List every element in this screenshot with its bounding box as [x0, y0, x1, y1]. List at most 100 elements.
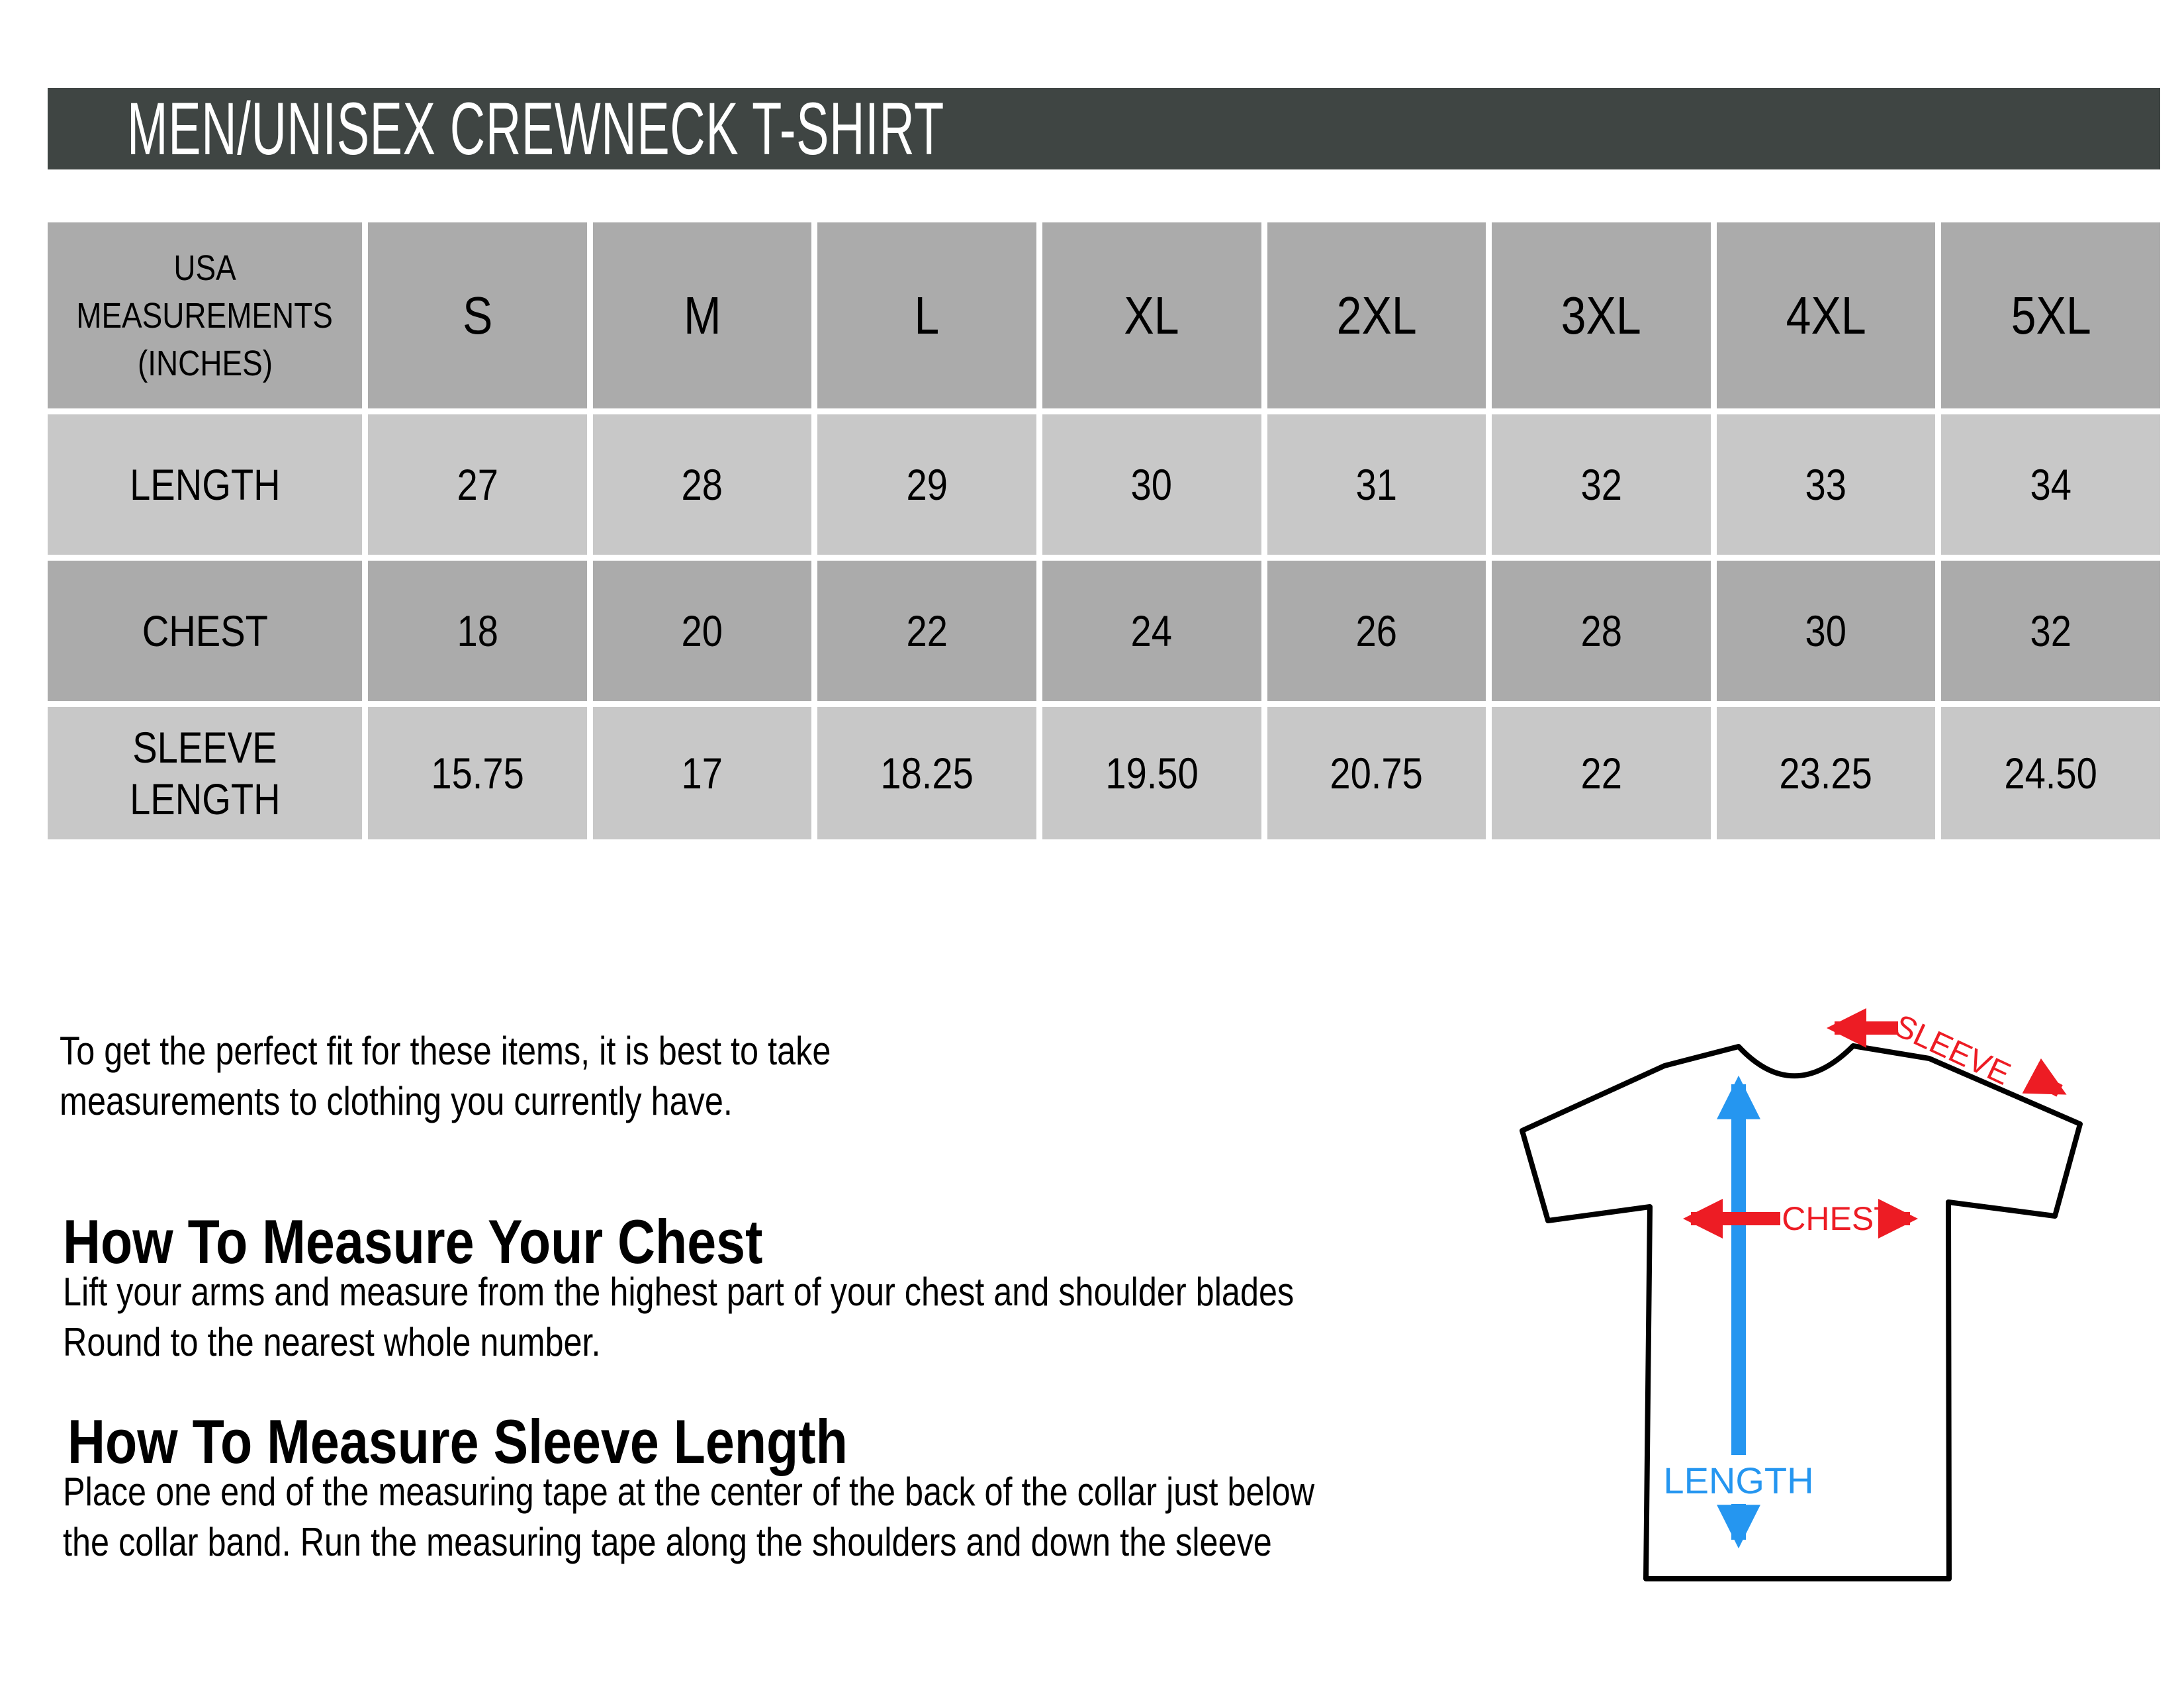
row-label-chest: CHEST	[48, 561, 362, 701]
table-cell-length-3xl: 32	[1492, 414, 1711, 555]
table-cell-length-s: 27	[368, 414, 587, 555]
cell-value: 26	[1355, 606, 1398, 655]
cell-value: 23.25	[1779, 749, 1873, 798]
cell-value: 20.75	[1330, 749, 1424, 798]
table-cell-sleeve-3xl: 22	[1492, 707, 1711, 839]
table-cell-chest-s: 18	[368, 561, 587, 701]
paragraph-text: Round to the nearest whole number.	[63, 1320, 601, 1364]
row-label-sleeve-length: SLEEVE LENGTH	[48, 707, 362, 839]
cell-value: 28	[1580, 606, 1622, 655]
table-cell-length-m: 28	[592, 414, 812, 555]
paragraph-line: Round to the nearest whole number.	[63, 1317, 1529, 1368]
table-cell-sleeve-xl: 19.50	[1042, 707, 1261, 839]
size-label: 3XL	[1561, 285, 1641, 345]
intro-text: To get the perfect fit for these items, …	[60, 1029, 831, 1073]
row-label-line: CHEST	[142, 606, 268, 655]
cell-value: 24.50	[2004, 749, 2097, 798]
table-cell-chest-xl: 24	[1042, 561, 1261, 701]
cell-value: 27	[457, 460, 498, 509]
cell-value: 22	[906, 606, 948, 655]
table-cell-chest-4xl: 30	[1716, 561, 1936, 701]
row-label-line: SLEEVE	[132, 723, 277, 772]
corner-line: (INCHES)	[137, 343, 273, 383]
cell-value: 31	[1355, 460, 1398, 509]
paragraph-text: Lift your arms and measure from the high…	[63, 1270, 1295, 1314]
table-cell-length-l: 29	[817, 414, 1036, 555]
row-label-line: LENGTH	[129, 460, 281, 509]
cell-value: 34	[2030, 460, 2071, 509]
cell-value: 32	[2030, 606, 2071, 655]
cell-value: 32	[1580, 460, 1622, 509]
length-label: LENGTH	[1663, 1460, 1813, 1501]
row-label-length: LENGTH	[48, 414, 362, 555]
paragraph-text: the collar band. Run the measuring tape …	[63, 1520, 1272, 1564]
cell-value: 22	[1580, 749, 1622, 798]
size-label: M	[683, 285, 721, 345]
cell-value: 29	[906, 460, 948, 509]
size-header-l: L	[817, 222, 1036, 408]
size-label: S	[462, 285, 492, 345]
table-cell-sleeve-l: 18.25	[817, 707, 1036, 839]
table-cell-length-2xl: 31	[1267, 414, 1486, 555]
sleeve-section-paragraph: Place one end of the measuring tape at t…	[63, 1467, 1553, 1568]
size-header-s: S	[368, 222, 587, 408]
table-cell-chest-m: 20	[592, 561, 812, 701]
cell-value: 24	[1130, 606, 1173, 655]
table-cell-sleeve-5xl: 24.50	[1941, 707, 2160, 839]
size-header-5xl: 5XL	[1941, 222, 2160, 408]
table-cell-sleeve-s: 15.75	[368, 707, 587, 839]
size-label: 4XL	[1786, 285, 1866, 345]
cell-value: 28	[681, 460, 723, 509]
size-label: 5XL	[2011, 285, 2091, 345]
cell-value: 18.25	[880, 749, 974, 798]
intro-line: measurements to clothing you currently h…	[60, 1076, 978, 1127]
size-label: 2XL	[1336, 285, 1417, 345]
chest-label: CHEST	[1782, 1200, 1893, 1237]
heading-text: How To Measure Sleeve Length	[68, 1407, 848, 1476]
sleeve-section-heading: How To Measure Sleeve Length	[68, 1406, 996, 1477]
table-cell-chest-5xl: 32	[1941, 561, 2160, 701]
paragraph-line: Place one end of the measuring tape at t…	[63, 1467, 1553, 1517]
size-header-3xl: 3XL	[1492, 222, 1711, 408]
size-label: XL	[1124, 285, 1179, 345]
corner-line: MEASUREMENTS	[76, 295, 334, 336]
table-cell-chest-2xl: 26	[1267, 561, 1486, 701]
chest-section-paragraph: Lift your arms and measure from the high…	[63, 1267, 1529, 1368]
chest-section-heading: How To Measure Your Chest	[63, 1206, 896, 1278]
table-corner-header: USA MEASUREMENTS (INCHES)	[48, 222, 362, 408]
size-table: USA MEASUREMENTS (INCHES) S M L XL 2XL 3…	[48, 222, 2160, 839]
table-cell-sleeve-2xl: 20.75	[1267, 707, 1486, 839]
cell-value: 19.50	[1105, 749, 1199, 798]
table-cell-sleeve-m: 17	[592, 707, 812, 839]
tshirt-measurement-diagram: LENGTH CHEST SLEEVE	[1520, 1008, 2083, 1581]
cell-value: 20	[681, 606, 723, 655]
cell-value: 18	[457, 606, 498, 655]
row-label-line: LENGTH	[129, 774, 281, 823]
table-cell-chest-l: 22	[817, 561, 1036, 701]
title-bar: MEN/UNISEX CREWNECK T-SHIRT	[48, 87, 2160, 170]
table-cell-length-5xl: 34	[1941, 414, 2160, 555]
table-cell-chest-3xl: 28	[1492, 561, 1711, 701]
cell-value: 30	[1130, 460, 1173, 509]
size-label: L	[914, 285, 940, 345]
intro-text: measurements to clothing you currently h…	[60, 1079, 733, 1123]
tshirt-outline-icon	[1520, 1043, 2083, 1581]
size-header-xl: XL	[1042, 222, 1261, 408]
intro-paragraph: To get the perfect fit for these items, …	[60, 1026, 978, 1127]
cell-value: 17	[681, 749, 723, 798]
size-header-m: M	[592, 222, 812, 408]
table-cell-length-xl: 30	[1042, 414, 1261, 555]
cell-value: 30	[1805, 606, 1847, 655]
heading-text: How To Measure Your Chest	[63, 1207, 763, 1276]
paragraph-text: Place one end of the measuring tape at t…	[63, 1470, 1315, 1514]
table-cell-sleeve-4xl: 23.25	[1716, 707, 1936, 839]
sleeve-arrow-cuff	[2022, 1058, 2067, 1097]
page-title: MEN/UNISEX CREWNECK T-SHIRT	[127, 87, 944, 170]
size-header-2xl: 2XL	[1267, 222, 1486, 408]
paragraph-line: Lift your arms and measure from the high…	[63, 1267, 1529, 1317]
cell-value: 15.75	[431, 749, 524, 798]
table-cell-length-4xl: 33	[1716, 414, 1936, 555]
paragraph-line: the collar band. Run the measuring tape …	[63, 1517, 1553, 1568]
corner-line: USA	[173, 248, 236, 288]
